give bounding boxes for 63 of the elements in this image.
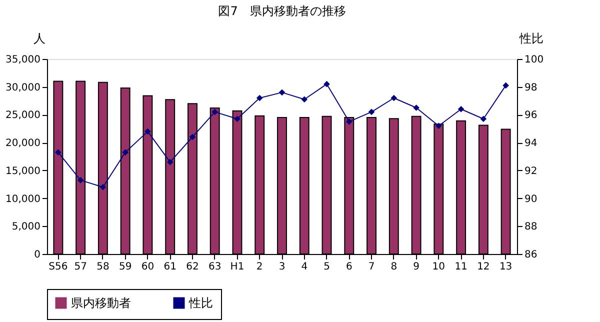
point: [144, 128, 151, 135]
point: [189, 134, 196, 140]
point: [166, 158, 174, 166]
point: [480, 116, 487, 122]
point: [55, 149, 62, 156]
point: [77, 177, 84, 184]
y-tick-label: 35,000: [6, 54, 40, 66]
y2-axis-title: 性比: [518, 32, 544, 46]
point: [413, 104, 420, 111]
x-tick-label: 63: [208, 262, 222, 272]
x-tick-label: 58: [96, 262, 110, 272]
point: [256, 94, 263, 102]
x-tick-label: S56: [48, 262, 68, 272]
y-tick-label: 0: [34, 250, 40, 260]
x-tick-label: 3: [278, 262, 286, 272]
y2-tick-label: 92: [524, 166, 538, 177]
point: [100, 184, 106, 190]
x-tick-label: 2: [256, 262, 263, 272]
x-tick-label: 10: [432, 262, 446, 272]
point: [390, 94, 398, 102]
x-tick-label: 60: [141, 262, 154, 272]
legend-label: 性比: [188, 296, 213, 310]
y2-tick-label: 100: [524, 54, 544, 66]
y2-tick-label: 94: [524, 138, 538, 150]
y-tick-label: 30,000: [6, 82, 40, 94]
point: [234, 116, 240, 122]
x-tick-label: 9: [413, 262, 420, 272]
y-tick-label: 10,000: [6, 194, 40, 205]
point: [502, 82, 509, 89]
x-tick-label: H1: [230, 262, 244, 272]
x-tick-label: 57: [74, 262, 87, 272]
y2-tick-label: 98: [524, 82, 538, 94]
y-tick-label: 15,000: [6, 166, 40, 177]
chart-title: 図7 県内移動者の推移: [218, 4, 346, 18]
point: [278, 89, 286, 96]
x-tick-label: 8: [390, 262, 398, 272]
y-tick-label: 20,000: [6, 138, 40, 150]
point: [301, 96, 308, 103]
y2-tick-label: 96: [524, 110, 538, 122]
y-axis-title: 人: [34, 32, 46, 46]
y-tick-label: 25,000: [6, 110, 40, 122]
legend-label: 県内移動者: [71, 296, 131, 310]
x-tick-label: 13: [499, 262, 512, 272]
x-tick-label: 6: [346, 262, 352, 272]
point: [368, 108, 375, 116]
point: [212, 108, 218, 116]
x-tick-label: 4: [301, 262, 308, 272]
point: [436, 122, 442, 130]
x-tick-label: 61: [164, 262, 176, 272]
x-tick-label: 59: [118, 262, 132, 272]
x-tick-label: 62: [186, 262, 199, 272]
y2-tick-label: 88: [524, 222, 538, 233]
point: [346, 118, 352, 125]
x-tick-label: 12: [477, 262, 490, 272]
point: [458, 106, 464, 112]
x-tick-label: 7: [368, 262, 375, 272]
y2-tick-label: 90: [524, 194, 538, 205]
x-tick-label: 5: [324, 262, 330, 272]
point: [324, 80, 330, 88]
x-tick-label: 11: [454, 262, 468, 272]
point: [122, 149, 128, 156]
y2-tick-label: 86: [524, 250, 538, 260]
y-tick-label: 5,000: [12, 222, 40, 233]
